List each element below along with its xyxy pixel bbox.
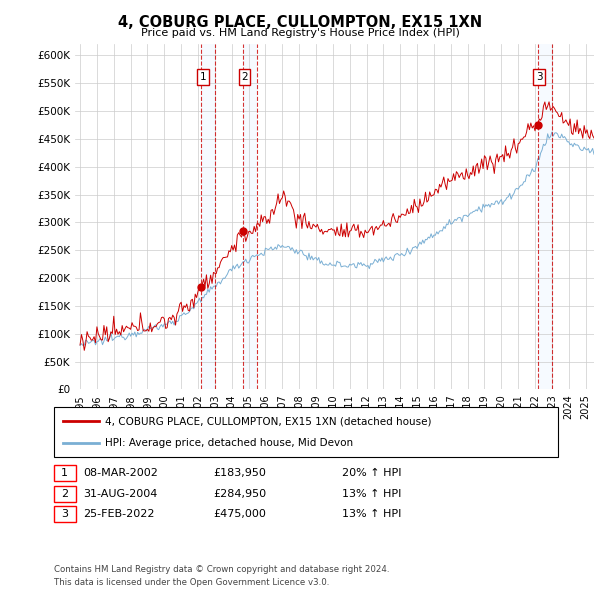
Text: £475,000: £475,000 (213, 509, 266, 519)
Text: 13% ↑ HPI: 13% ↑ HPI (342, 489, 401, 499)
Bar (201, 44, 215, 389)
Text: £183,950: £183,950 (213, 468, 266, 478)
Text: 2: 2 (61, 489, 68, 499)
Text: HPI: Average price, detached house, Mid Devon: HPI: Average price, detached house, Mid … (105, 438, 353, 448)
Text: £284,950: £284,950 (213, 489, 266, 499)
Text: 4, COBURG PLACE, CULLOMPTON, EX15 1XN (detached house): 4, COBURG PLACE, CULLOMPTON, EX15 1XN (d… (105, 416, 431, 426)
Bar (538, 44, 552, 389)
Text: 08-MAR-2002: 08-MAR-2002 (83, 468, 158, 478)
Bar (243, 44, 257, 389)
Text: 13% ↑ HPI: 13% ↑ HPI (342, 509, 401, 519)
Text: Price paid vs. HM Land Registry's House Price Index (HPI): Price paid vs. HM Land Registry's House … (140, 28, 460, 38)
Text: 2: 2 (241, 72, 248, 82)
Text: 25-FEB-2022: 25-FEB-2022 (83, 509, 154, 519)
Text: 1: 1 (61, 468, 68, 478)
Text: 4, COBURG PLACE, CULLOMPTON, EX15 1XN: 4, COBURG PLACE, CULLOMPTON, EX15 1XN (118, 15, 482, 30)
Text: 3: 3 (536, 72, 542, 82)
Text: 20% ↑ HPI: 20% ↑ HPI (342, 468, 401, 478)
Text: 1: 1 (199, 72, 206, 82)
Text: 3: 3 (61, 509, 68, 519)
Text: 31-AUG-2004: 31-AUG-2004 (83, 489, 157, 499)
Text: Contains HM Land Registry data © Crown copyright and database right 2024.
This d: Contains HM Land Registry data © Crown c… (54, 565, 389, 586)
